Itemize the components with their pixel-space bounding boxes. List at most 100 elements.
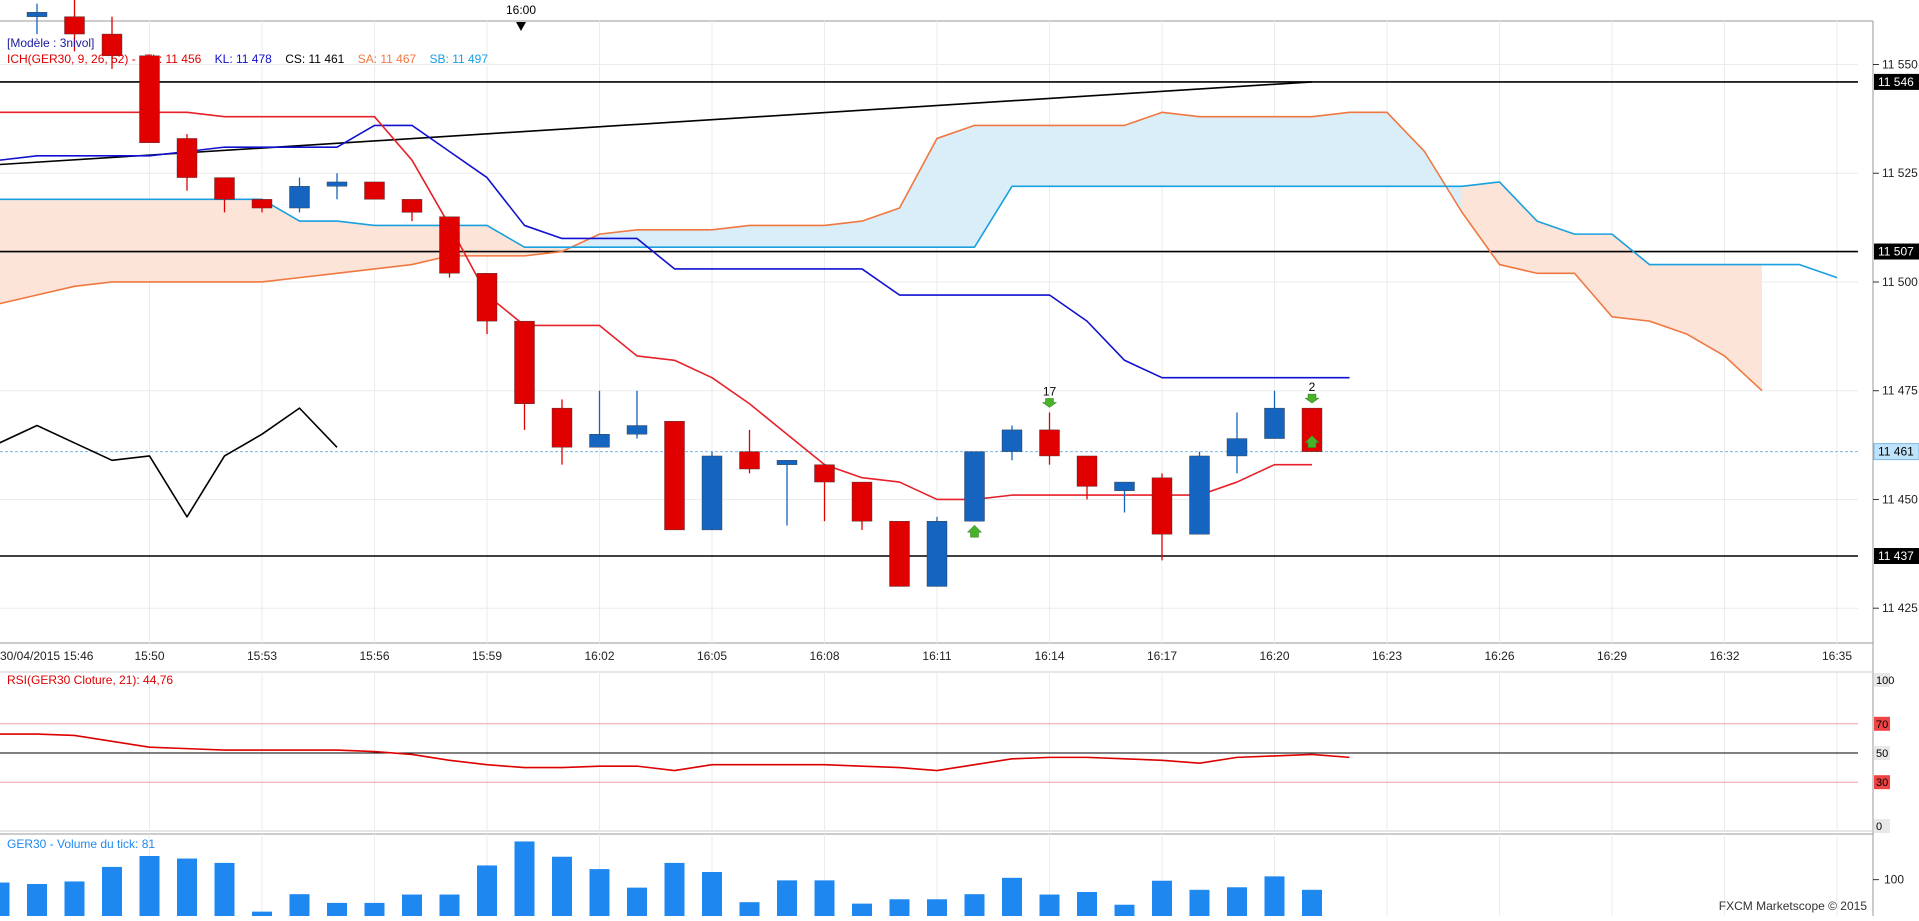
- volume-bar: [664, 862, 685, 916]
- rsi-line: [0, 733, 1350, 772]
- rsi-title: RSI(GER30 Cloture, 21): 44,76: [7, 673, 173, 687]
- candle-body: [64, 16, 85, 35]
- kumo-segment: [74, 199, 112, 287]
- time-tick-label: 15:56: [359, 649, 389, 663]
- kumo-segment: [712, 225, 750, 248]
- kumo-segment: [337, 221, 375, 274]
- volume-bar: [0, 882, 10, 916]
- volume-bar: [927, 899, 947, 916]
- volume-bar: [964, 894, 985, 916]
- candle-body: [214, 177, 235, 200]
- candle-body: [1151, 477, 1173, 535]
- ichimoku-sb: SB: 11 497: [430, 52, 489, 66]
- kijun-sen-line: [0, 124, 1350, 379]
- volume-bar: [477, 865, 497, 916]
- rsi-level-label: 50: [1876, 748, 1888, 760]
- volume-bar: [1264, 876, 1285, 916]
- kumo-segment: [1499, 181, 1537, 274]
- ichimoku-sa: SA: 11 467: [358, 52, 417, 66]
- candle-body: [664, 420, 685, 531]
- indicator-lines: [0, 111, 1838, 518]
- kumo-segment: [1612, 234, 1650, 322]
- kumo-segment: [824, 221, 862, 248]
- price-level-label: 11 507: [1878, 245, 1914, 259]
- rsi-level-label: 70: [1876, 719, 1888, 731]
- candle-body: [851, 481, 873, 522]
- rsi-level-label: 100: [1876, 675, 1894, 687]
- price-level-box: [1874, 548, 1919, 565]
- kumo-segment: [1312, 112, 1350, 187]
- candle-body: [514, 320, 535, 404]
- senkou-span-a-line: [0, 111, 1763, 392]
- rsi-level-label: 30: [1876, 777, 1888, 789]
- time-tick-label: 16:11: [922, 649, 951, 663]
- volume-bar: [739, 902, 760, 916]
- volume-bar: [139, 856, 160, 916]
- signal-label: 2: [1309, 380, 1316, 394]
- price-tick-label: 11 500: [1882, 275, 1918, 289]
- candle-body: [814, 464, 835, 483]
- time-tick-label: 16:32: [1709, 649, 1739, 663]
- kumo-segment: [1724, 264, 1762, 391]
- ichimoku-legend: ICH(GER30, 9, 26, 52) - TL: 11 456 KL: 1…: [7, 52, 488, 66]
- volume-bar: [552, 856, 572, 916]
- time-tick-label: 16:26: [1484, 649, 1514, 663]
- kumo-segment: [1462, 181, 1500, 265]
- kumo-segment: [112, 199, 150, 282]
- volume-tick-label: 100: [1884, 873, 1904, 887]
- candle-body: [926, 521, 948, 587]
- kumo-segment: [1537, 221, 1575, 274]
- volume-panel: 100: [0, 841, 1904, 916]
- price-tick-label: 11 525: [1882, 166, 1918, 180]
- kumo-segment: [149, 199, 187, 282]
- volume-bar: [177, 858, 197, 916]
- rsi-panel: 100 70 50 30 0: [0, 673, 1894, 833]
- candle-body: [251, 199, 273, 209]
- candle-body: [26, 12, 48, 17]
- kumo-segment: [1387, 112, 1425, 187]
- time-tick-label: 16:20: [1259, 649, 1289, 663]
- candle-body: [1039, 429, 1060, 457]
- tenkan-sen-line: [0, 111, 1312, 501]
- candle-body: [964, 451, 985, 522]
- volume-bar: [102, 866, 122, 916]
- price-level-label: 11 437: [1878, 549, 1914, 563]
- candles: [26, 0, 1323, 587]
- kumo-segment: [674, 229, 712, 248]
- model-label[interactable]: [Modèle : 3nivol]: [7, 36, 94, 50]
- price-tick-label: 11 550: [1882, 57, 1918, 71]
- volume-bar: [514, 841, 535, 916]
- trendline: [0, 81, 1313, 166]
- volume-bar: [1152, 880, 1172, 916]
- volume-bar: [289, 894, 310, 916]
- price-tick-label: 11 425: [1882, 601, 1918, 615]
- top-marker-arrow-icon: [516, 22, 526, 31]
- candle-body: [1001, 429, 1023, 452]
- signal-down-arrow-icon: [1304, 393, 1320, 404]
- rsi-level-label: 0: [1876, 821, 1882, 833]
- time-tick-label: 15:59: [472, 649, 502, 663]
- kumo-segment: [1124, 112, 1162, 187]
- rsi-level-box: [1874, 716, 1890, 731]
- kumo-segment: [862, 208, 900, 248]
- ichimoku-tl: TL: 11 456: [145, 52, 202, 66]
- volume-bar: [27, 884, 47, 916]
- kumo-segment: [1049, 125, 1087, 187]
- candle-body: [589, 434, 610, 448]
- candle-body: [1114, 481, 1135, 491]
- candle-body: [289, 186, 310, 209]
- price-level-label: 11 546: [1878, 75, 1914, 89]
- signal-markers: 23172: [966, 380, 1320, 538]
- candle-body: [364, 181, 385, 200]
- kumo-segment: [1274, 116, 1312, 187]
- ichimoku-kl: KL: 11 478: [215, 52, 272, 66]
- volume-bar: [889, 899, 910, 916]
- kumo-segment: [787, 225, 825, 248]
- volume-bar: [1077, 892, 1097, 916]
- time-tick-label: 15:50: [134, 649, 164, 663]
- kumo-segment: [487, 225, 525, 256]
- time-tick-label: 16:17: [1147, 649, 1177, 663]
- volume-bar: [1227, 887, 1247, 916]
- candle-body: [326, 181, 348, 187]
